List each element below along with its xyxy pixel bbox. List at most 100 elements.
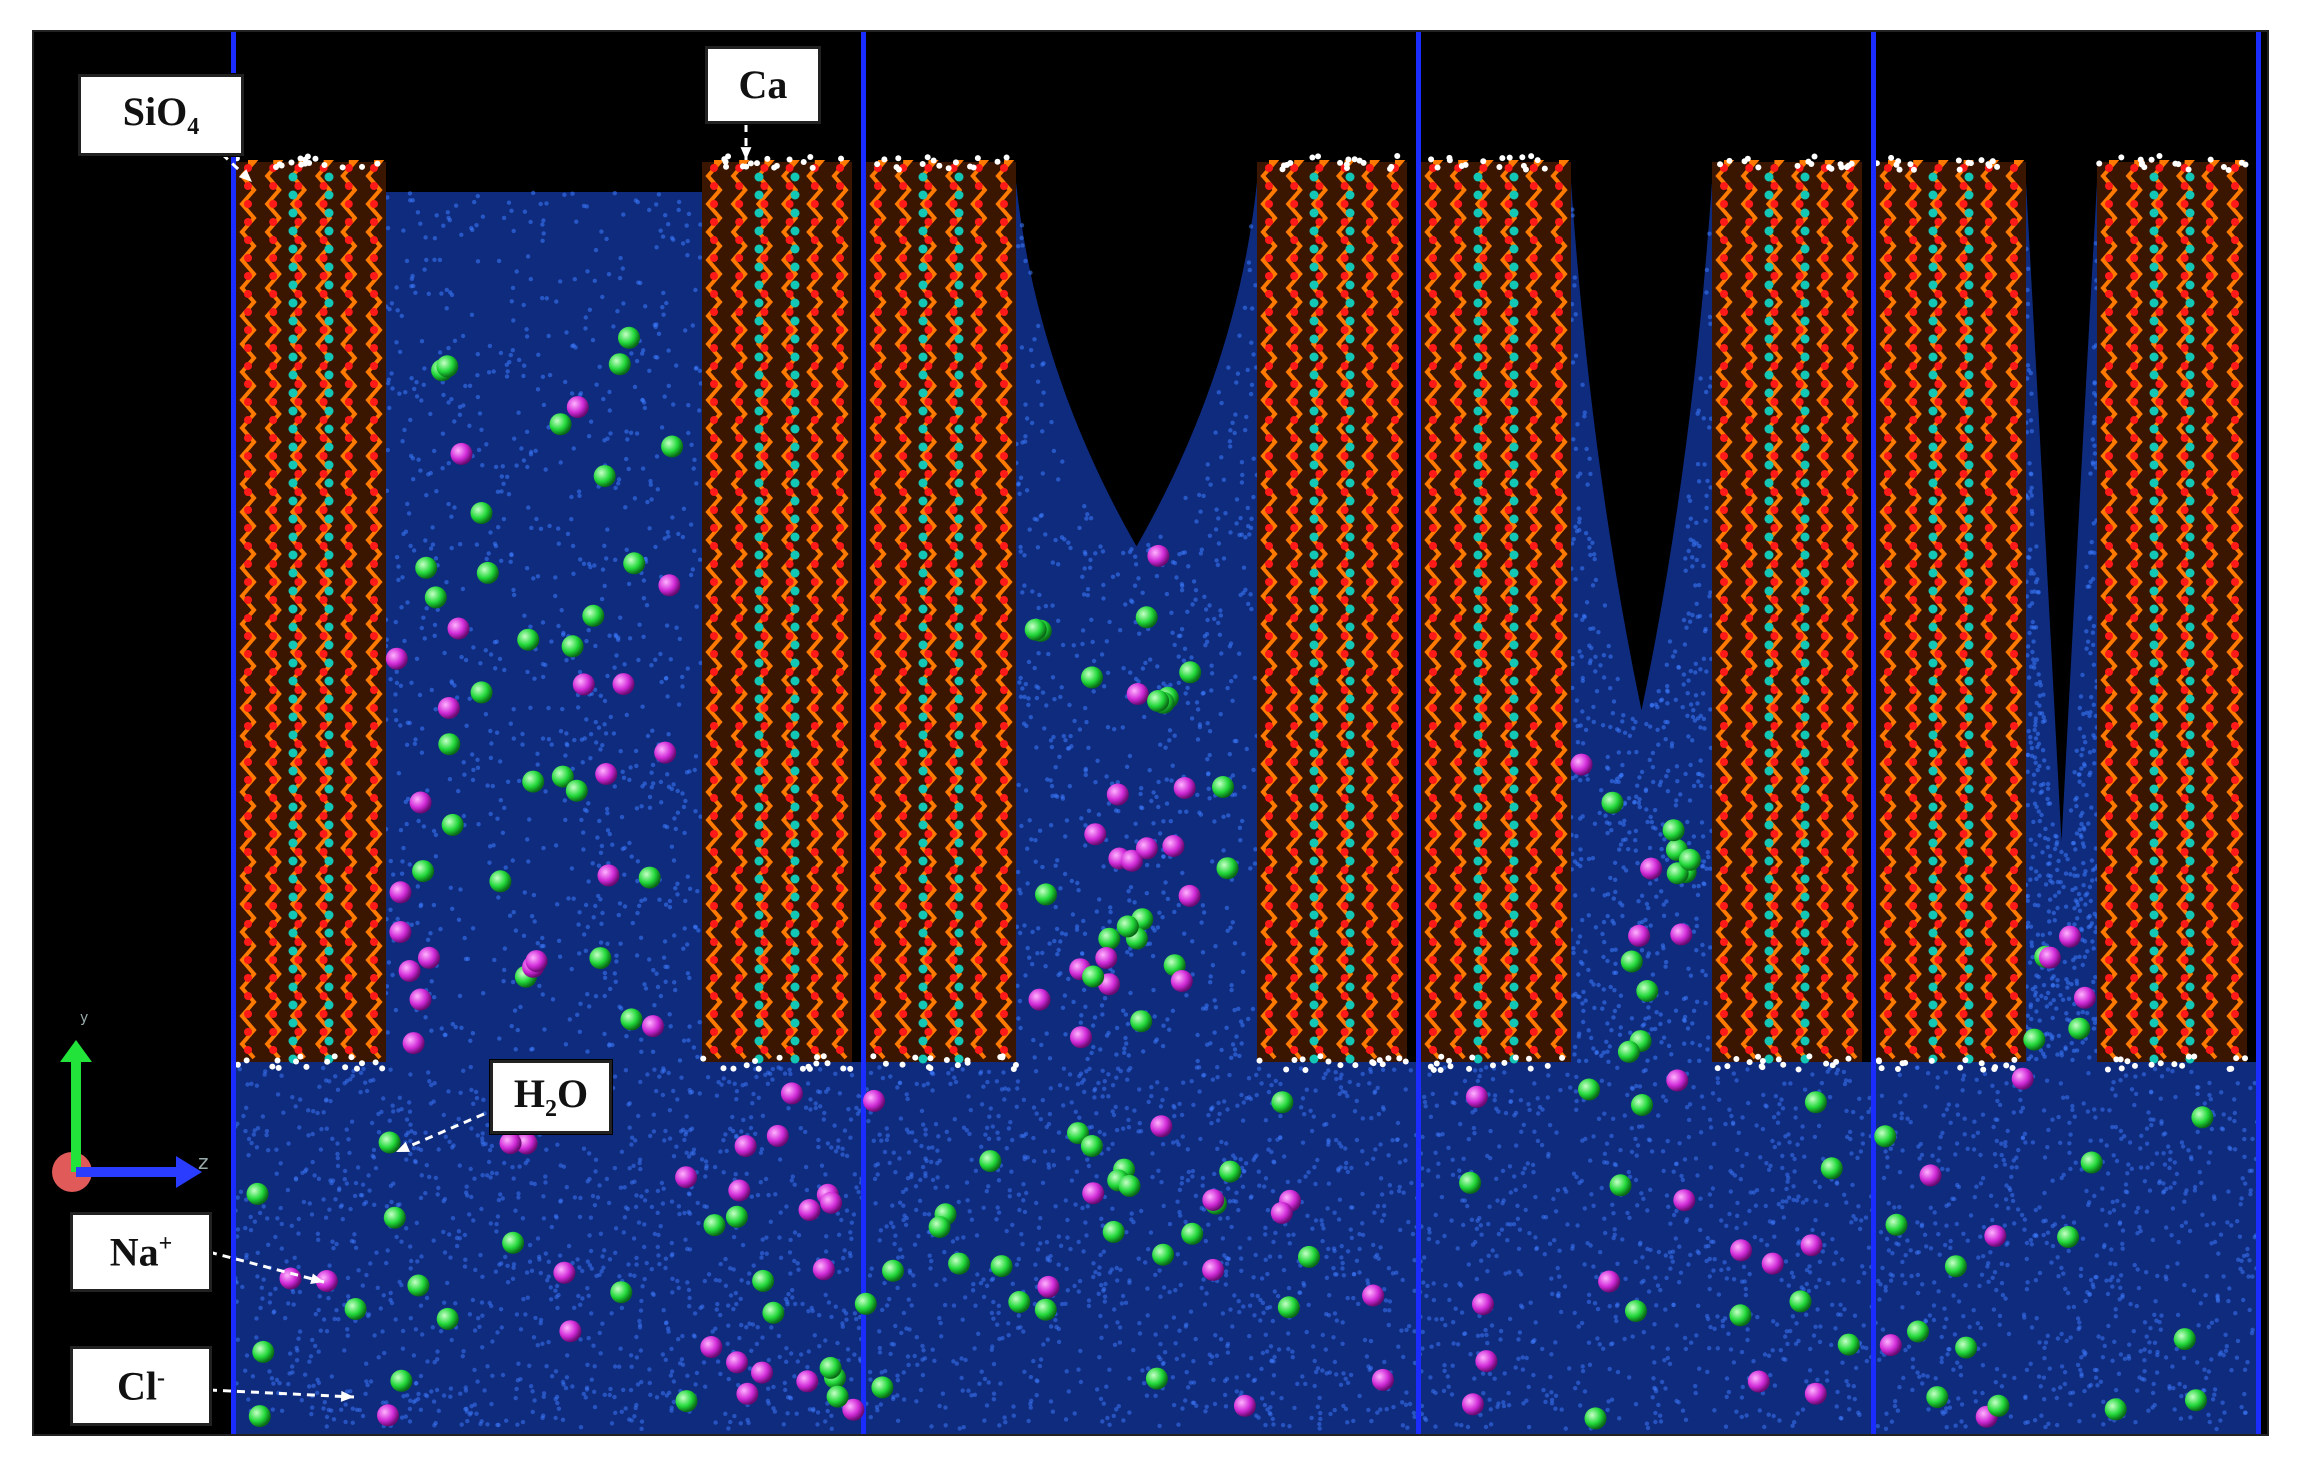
water-molecule — [529, 525, 534, 531]
water-molecule — [672, 980, 677, 985]
water-molecule — [1326, 1181, 1332, 1186]
water-molecule — [1183, 691, 1188, 696]
water-molecule — [1906, 1344, 1912, 1349]
water-molecule — [693, 287, 698, 293]
water-molecule — [1580, 617, 1585, 622]
water-molecule — [291, 1302, 296, 1307]
water-molecule — [450, 1021, 455, 1027]
water-molecule — [1129, 952, 1134, 957]
water-molecule — [667, 898, 673, 904]
water-molecule — [421, 824, 427, 829]
water-molecule — [1221, 814, 1226, 819]
water-molecule — [1096, 812, 1102, 817]
water-molecule — [591, 1343, 596, 1348]
water-molecule — [1505, 1238, 1510, 1243]
water-molecule — [1615, 727, 1620, 732]
water-molecule — [1999, 1261, 2005, 1267]
water-molecule — [1233, 412, 1238, 417]
water-molecule — [591, 915, 596, 920]
water-molecule — [396, 1108, 401, 1113]
water-molecule — [2047, 1366, 2052, 1371]
water-molecule — [1172, 560, 1178, 566]
water-molecule — [1825, 1069, 1830, 1074]
water-molecule — [1701, 416, 1707, 421]
water-molecule — [1088, 516, 1094, 521]
water-molecule — [593, 994, 599, 999]
water-molecule — [528, 624, 533, 629]
water-molecule — [2063, 871, 2069, 876]
water-molecule — [1022, 694, 1027, 700]
water-molecule — [1102, 1079, 1108, 1084]
water-molecule — [1224, 905, 1230, 911]
water-molecule — [2079, 766, 2084, 771]
water-molecule — [485, 1173, 490, 1178]
water-molecule — [1433, 1424, 1438, 1429]
water-molecule — [1637, 1242, 1643, 1247]
water-molecule — [2221, 1353, 2226, 1358]
water-molecule — [1084, 516, 1089, 521]
water-molecule — [1648, 814, 1653, 820]
water-molecule — [528, 276, 533, 282]
water-molecule — [438, 926, 443, 932]
water-molecule — [1667, 1019, 1672, 1024]
water-molecule — [538, 201, 543, 207]
water-molecule — [930, 1071, 936, 1077]
water-molecule — [605, 828, 611, 833]
water-molecule — [1343, 1146, 1348, 1151]
water-molecule — [2206, 1160, 2211, 1165]
water-molecule — [336, 1317, 341, 1322]
water-molecule — [1459, 1310, 1465, 1315]
water-molecule — [2109, 1247, 2114, 1252]
water-molecule — [1403, 1087, 1408, 1092]
water-molecule — [1320, 1238, 1325, 1244]
water-molecule — [1968, 1213, 1974, 1218]
water-molecule — [1955, 1112, 1961, 1117]
water-molecule — [1458, 1121, 1463, 1127]
water-molecule — [481, 991, 486, 996]
water-molecule — [688, 522, 694, 527]
water-molecule — [1807, 1368, 1813, 1373]
water-molecule — [1516, 1356, 1521, 1362]
water-molecule — [602, 1392, 607, 1398]
water-molecule — [1986, 1279, 1991, 1285]
water-molecule — [1030, 589, 1035, 594]
water-molecule — [2033, 736, 2039, 741]
water-molecule — [2088, 898, 2093, 904]
water-molecule — [899, 1330, 904, 1336]
water-molecule — [581, 1146, 587, 1151]
water-molecule — [2026, 729, 2031, 734]
water-molecule — [1071, 999, 1076, 1005]
water-molecule — [982, 1376, 988, 1382]
water-molecule — [1520, 1355, 1525, 1360]
water-molecule — [647, 805, 653, 810]
water-molecule — [852, 1172, 857, 1177]
water-molecule — [470, 1297, 476, 1303]
water-molecule — [1728, 1347, 1734, 1352]
water-molecule — [2049, 976, 2055, 981]
water-molecule — [1606, 643, 1611, 649]
water-molecule — [1179, 627, 1185, 632]
water-molecule — [1688, 762, 1693, 768]
water-molecule — [1053, 765, 1058, 770]
water-molecule — [605, 436, 610, 441]
water-molecule — [2151, 1381, 2156, 1387]
water-molecule — [324, 1414, 330, 1420]
water-molecule — [480, 1139, 485, 1145]
water-molecule — [679, 1357, 685, 1362]
water-molecule — [2221, 1274, 2226, 1279]
water-molecule — [2144, 1126, 2150, 1131]
water-molecule — [1648, 724, 1653, 729]
water-molecule — [1032, 1055, 1037, 1060]
water-molecule — [803, 1105, 809, 1110]
water-molecule — [463, 657, 469, 663]
water-molecule — [2041, 983, 2047, 988]
water-molecule — [1044, 703, 1049, 708]
water-molecule — [1345, 1420, 1350, 1425]
water-molecule — [1519, 1129, 1524, 1135]
water-molecule — [2092, 414, 2097, 420]
water-molecule — [1036, 605, 1041, 611]
water-molecule — [1639, 1191, 1644, 1196]
water-molecule — [1138, 791, 1143, 797]
water-molecule — [1788, 1081, 1793, 1086]
water-molecule — [2025, 769, 2030, 774]
